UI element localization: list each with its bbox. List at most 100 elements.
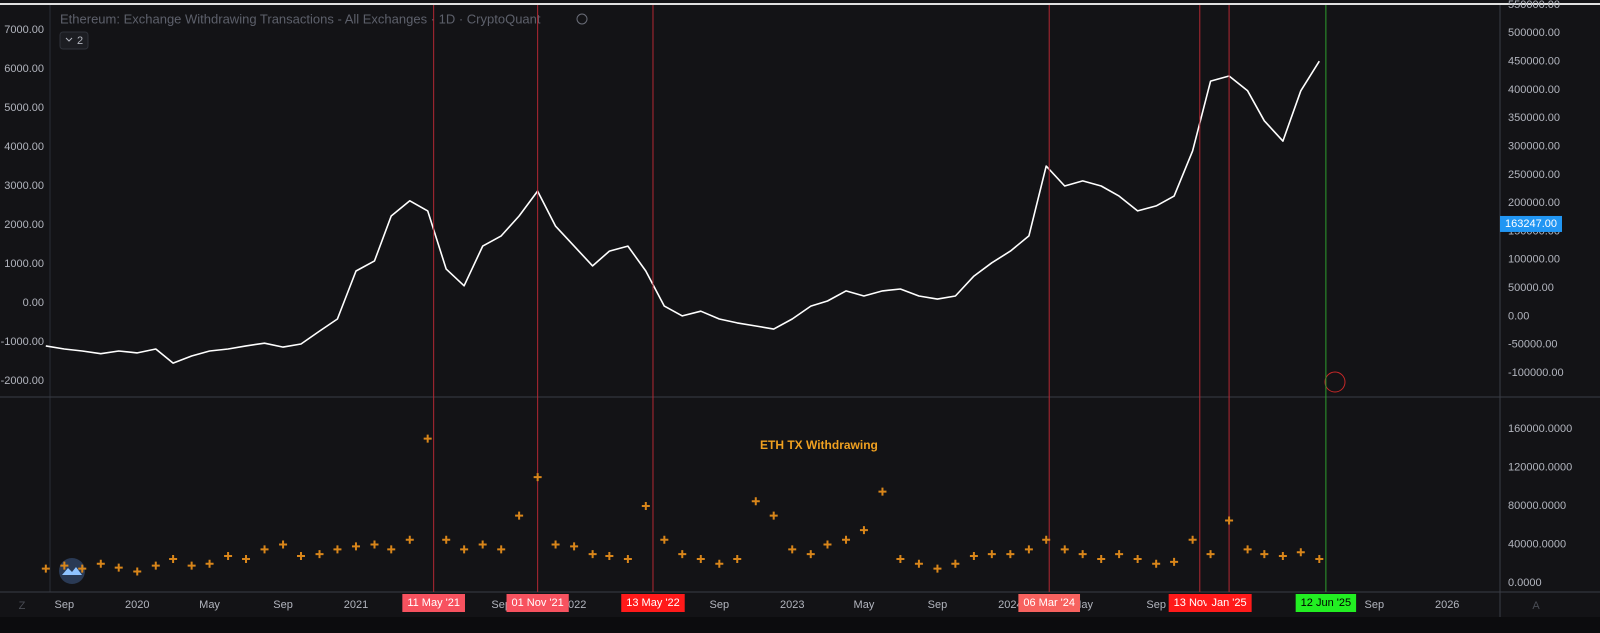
- x-tick-label: Sep: [710, 599, 730, 611]
- withdraw-point: [1024, 545, 1033, 554]
- event-label: 11 May '21: [407, 597, 460, 609]
- withdraw-point: [133, 567, 142, 576]
- withdraw-point: [987, 550, 996, 559]
- event-tag: [1206, 594, 1252, 612]
- x-tick-label: 2026: [1435, 599, 1459, 611]
- withdraw-point: [460, 545, 469, 554]
- withdraw-point: [96, 559, 105, 568]
- withdraw-point: [788, 545, 797, 554]
- withdraw-point: [570, 542, 579, 551]
- annotation: ETH TX Withdrawing: [760, 438, 878, 452]
- chevron: [65, 37, 73, 42]
- withdraw-point: [169, 554, 178, 563]
- withdraw-point: [806, 550, 815, 559]
- withdraw-point: [1115, 550, 1124, 559]
- event-label: 12 Jun '25: [1301, 597, 1351, 609]
- withdraw-point: [1060, 545, 1069, 554]
- event-tag: [1295, 594, 1357, 612]
- withdraw-point: [1260, 550, 1269, 559]
- y-tick-label: -100000.00: [1508, 367, 1564, 379]
- withdraw-point: [478, 540, 487, 549]
- y-tick-label: 1000.00: [4, 258, 44, 270]
- withdraw-point: [533, 473, 542, 482]
- withdraw-point: [515, 511, 524, 520]
- withdraw-point: [260, 545, 269, 554]
- visibility-icon[interactable]: [576, 13, 588, 25]
- x-tick-label: 2023: [780, 599, 804, 611]
- withdraw-point: [1188, 535, 1197, 544]
- y-tick-label: -50000.00: [1508, 339, 1558, 351]
- x-tick-label: Sep: [491, 599, 511, 611]
- withdraw-point: [641, 502, 650, 511]
- withdraw-point: [605, 552, 614, 561]
- withdraw-point: [733, 554, 742, 563]
- withdraw-point: [933, 564, 942, 573]
- corner-button[interactable]: Z: [19, 600, 26, 612]
- event-label: 01 Nov '21: [512, 597, 564, 609]
- x-tick-label: Sep: [928, 599, 948, 611]
- withdraw-point: [205, 559, 214, 568]
- x-tick-label: 2024: [998, 599, 1022, 611]
- y-tick-label: 40000.0000: [1508, 538, 1566, 550]
- event-tag: [621, 594, 685, 612]
- withdraw-point: [423, 434, 432, 443]
- corner-button[interactable]: A: [1532, 600, 1540, 612]
- y-tick-label: 0.0000: [1508, 577, 1542, 589]
- y-tick-label: 0.00: [23, 297, 44, 309]
- withdraw-point: [769, 511, 778, 520]
- y-tick-label: 2000.00: [4, 219, 44, 231]
- withdraw-point: [660, 535, 669, 544]
- y-tick-label: -2000.00: [1, 375, 44, 387]
- last-value-label: 163247.00: [1505, 218, 1557, 230]
- withdraw-point: [715, 559, 724, 568]
- y-tick-label: 100000.00: [1508, 254, 1560, 266]
- withdraw-point: [1225, 516, 1234, 525]
- withdraw-point: [678, 550, 687, 559]
- event-tag: [402, 594, 465, 612]
- y-tick-label: -1000.00: [1, 336, 44, 348]
- withdraw-point: [623, 554, 632, 563]
- x-tick-label: Sep: [1146, 599, 1166, 611]
- y-tick-label: 5000.00: [4, 102, 44, 114]
- withdraw-point: [1315, 554, 1324, 563]
- y-tick-label: 500000.00: [1508, 27, 1560, 39]
- withdraw-point: [1097, 554, 1106, 563]
- withdraw-point: [114, 563, 123, 572]
- withdraw-point: [951, 559, 960, 568]
- y-tick-label: 550000.00: [1508, 0, 1560, 11]
- logo-mark: [62, 567, 82, 575]
- footer: [0, 617, 1600, 633]
- withdraw-point: [1206, 550, 1215, 559]
- withdraw-point: [41, 564, 50, 573]
- x-tick-label: May: [854, 599, 875, 611]
- pane-badge[interactable]: [59, 31, 89, 50]
- x-tick-label: 2021: [344, 599, 368, 611]
- y-tick-label: 160000.0000: [1508, 423, 1572, 435]
- event-label: 06 Mar '24: [1023, 597, 1075, 609]
- withdraw-point: [823, 540, 832, 549]
- withdraw-point: [405, 535, 414, 544]
- withdraw-point: [315, 550, 324, 559]
- withdraw-point: [969, 552, 978, 561]
- event-label: 13 May '22: [626, 597, 679, 609]
- withdraw-point: [1042, 535, 1051, 544]
- pane-badge-count: 2: [77, 35, 83, 47]
- withdraw-point: [224, 552, 233, 561]
- withdraw-point: [588, 550, 597, 559]
- withdraw-point: [696, 554, 705, 563]
- y-tick-label: 120000.0000: [1508, 461, 1572, 473]
- event-label: Jan '25: [1212, 597, 1247, 609]
- withdraw-point: [842, 535, 851, 544]
- y-tick-label: 250000.00: [1508, 169, 1560, 181]
- withdraw-point: [1243, 545, 1252, 554]
- withdraw-point: [1078, 550, 1087, 559]
- withdraw-point: [296, 552, 305, 561]
- withdraw-point: [279, 540, 288, 549]
- withdraw-point: [78, 564, 87, 573]
- price-line: [45, 60, 1320, 364]
- withdraw-point: [370, 540, 379, 549]
- x-tick-label: Sep: [273, 599, 293, 611]
- x-tick-label: 2020: [125, 599, 149, 611]
- y-tick-label: 400000.00: [1508, 84, 1560, 96]
